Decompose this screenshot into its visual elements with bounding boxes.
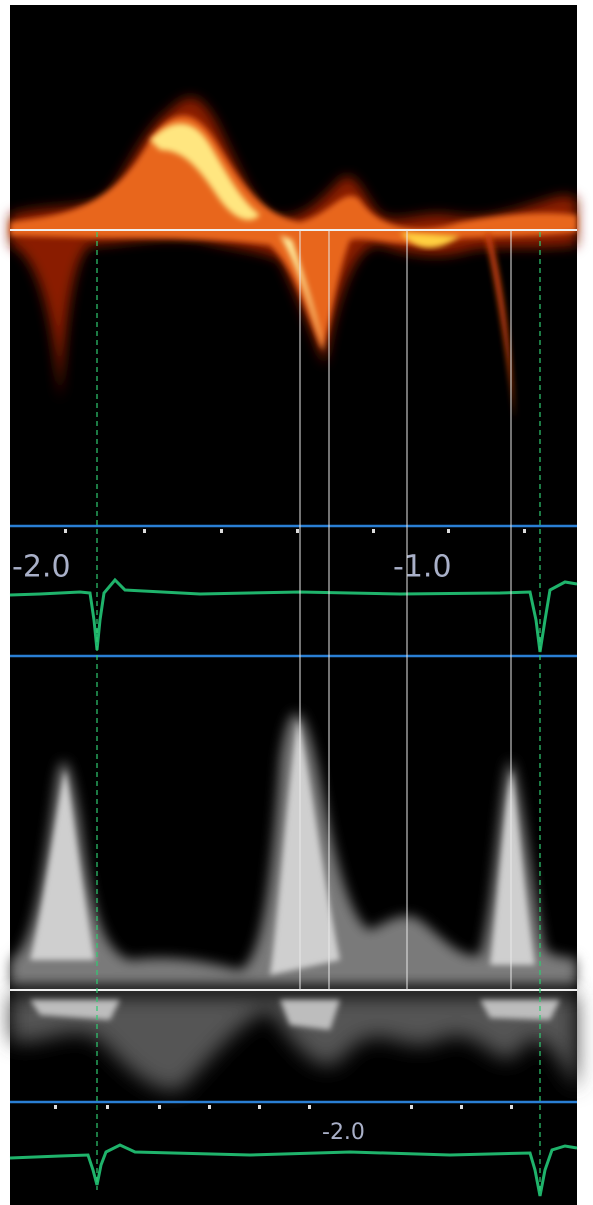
page: -2.0 -1.0 -2.0 (() => { const data = JSO… [0,0,593,1205]
time-label: -2.0 [12,550,71,585]
time-label: -2.0 [322,1120,365,1145]
time-label: -1.0 [393,550,452,585]
ultrasound-screen: -2.0 -1.0 -2.0 [0,0,593,1205]
